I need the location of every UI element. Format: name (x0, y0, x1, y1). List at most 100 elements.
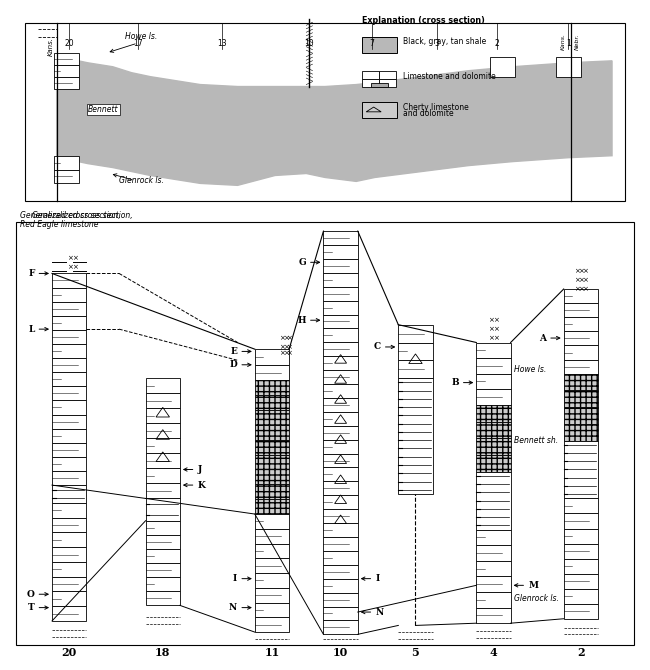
Bar (255, 349, 289, 364)
Text: B: B (451, 378, 459, 387)
Bar (324, 370, 358, 384)
Bar (324, 606, 358, 620)
Text: Kans.: Kans. (561, 33, 566, 50)
Bar (324, 301, 358, 314)
Bar (476, 358, 511, 374)
Bar (324, 579, 358, 593)
Bar (146, 393, 180, 408)
Bar (52, 503, 86, 518)
Bar (255, 484, 289, 499)
Bar (363, 71, 380, 78)
Text: Generalized cross section,: Generalized cross section, (20, 211, 120, 220)
Bar (398, 378, 433, 494)
Bar (52, 387, 86, 401)
Bar (53, 65, 79, 76)
Text: ×: × (72, 255, 78, 261)
Bar (371, 82, 387, 86)
Bar (564, 498, 598, 513)
Bar (564, 303, 598, 318)
Text: ×: × (287, 350, 292, 356)
Text: ×: × (283, 350, 289, 356)
Bar (255, 529, 289, 543)
Bar (490, 57, 515, 76)
Text: F: F (28, 269, 34, 278)
Bar (255, 602, 289, 617)
Bar (146, 484, 180, 498)
Bar (146, 535, 180, 549)
Bar (146, 521, 180, 535)
Bar (564, 407, 598, 424)
Bar (324, 273, 358, 287)
Bar (476, 472, 511, 529)
Bar (324, 259, 358, 273)
Text: ×: × (582, 268, 588, 274)
Polygon shape (57, 57, 612, 186)
Text: ×: × (72, 264, 78, 270)
Text: ×: × (488, 317, 493, 323)
Bar (52, 577, 86, 592)
Bar (255, 573, 289, 588)
Bar (363, 78, 380, 86)
Bar (52, 485, 86, 503)
Bar (398, 325, 433, 342)
Text: Glenrock ls.: Glenrock ls. (514, 594, 558, 603)
Bar (52, 443, 86, 457)
Bar (564, 441, 598, 498)
Text: and dolomite: and dolomite (403, 109, 454, 118)
Text: 2: 2 (577, 647, 584, 658)
Bar (53, 76, 79, 88)
Text: 20: 20 (62, 647, 77, 658)
Text: 2: 2 (494, 39, 499, 48)
Bar (324, 398, 358, 412)
Bar (52, 471, 86, 485)
Bar (476, 561, 511, 576)
Bar (476, 389, 511, 405)
Bar (146, 423, 180, 438)
Text: ×: × (279, 335, 285, 341)
Bar (146, 549, 180, 563)
Bar (146, 378, 180, 393)
Bar (255, 455, 289, 470)
Bar (564, 332, 598, 346)
Text: ×: × (67, 255, 73, 261)
Text: 18: 18 (155, 647, 170, 658)
Bar (476, 545, 511, 561)
Bar (476, 438, 511, 455)
Bar (146, 438, 180, 454)
Text: ×: × (573, 268, 579, 274)
Bar (255, 395, 289, 410)
Text: I: I (233, 574, 237, 583)
Bar (255, 617, 289, 632)
Text: J: J (198, 465, 202, 474)
Text: N: N (375, 608, 383, 616)
Text: N: N (229, 603, 237, 612)
Text: Red Eagle limestone: Red Eagle limestone (20, 220, 98, 229)
Text: T: T (28, 603, 34, 612)
Bar (564, 391, 598, 407)
Bar (324, 468, 358, 481)
Text: 10: 10 (305, 39, 314, 48)
Bar (52, 273, 86, 287)
Bar (52, 562, 86, 577)
Text: I: I (375, 574, 380, 583)
Text: Limestone and dolomite: Limestone and dolomite (403, 72, 496, 80)
Bar (52, 533, 86, 547)
Bar (52, 302, 86, 316)
Bar (564, 289, 598, 303)
Bar (52, 457, 86, 471)
Bar (324, 537, 358, 551)
Bar (255, 364, 289, 381)
Bar (476, 592, 511, 608)
Bar (255, 440, 289, 455)
Text: D: D (229, 360, 237, 369)
Bar (324, 495, 358, 509)
Bar (52, 415, 86, 429)
Bar (255, 425, 289, 440)
Text: ×: × (488, 335, 493, 341)
Bar (53, 155, 79, 170)
Text: Glenrock ls.: Glenrock ls. (119, 176, 164, 186)
Text: ×: × (573, 286, 579, 292)
Bar (324, 314, 358, 328)
Bar (324, 412, 358, 425)
Bar (52, 429, 86, 443)
